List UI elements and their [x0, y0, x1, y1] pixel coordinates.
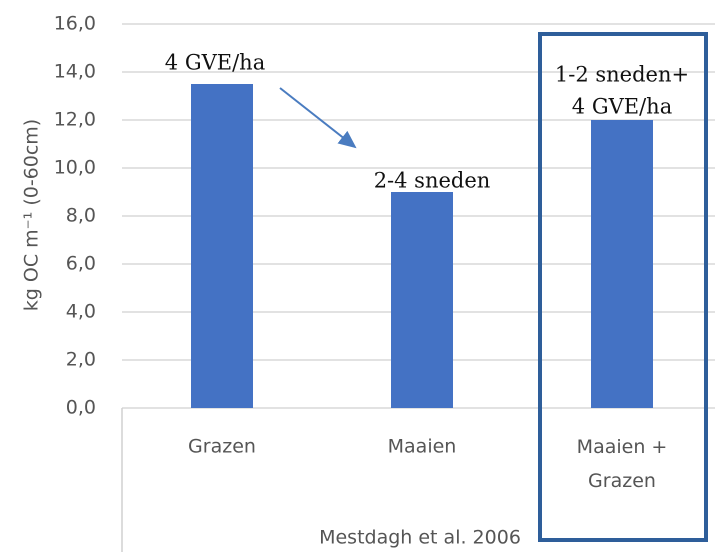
- y-tick-label: 0,0: [66, 397, 96, 419]
- annotation: 1-2 sneden+: [555, 63, 689, 87]
- y-tick-label: 14,0: [54, 61, 96, 83]
- y-tick-label: 4,0: [66, 301, 96, 323]
- highlight-box: [538, 32, 708, 542]
- arrow: [279, 87, 357, 149]
- y-tick-label: 2,0: [66, 349, 96, 371]
- annotation: 2-4 sneden: [374, 169, 491, 193]
- bar: [191, 84, 253, 408]
- y-tick-label: 6,0: [66, 253, 96, 275]
- annotation: 4 GVE/ha: [572, 95, 672, 119]
- y-tick-label: 8,0: [66, 205, 96, 227]
- y-tick-label: 10,0: [54, 157, 96, 179]
- y-axis-label: kg OC m⁻¹ (0-60cm): [21, 119, 43, 311]
- x-axis-label: Mestdagh et al. 2006: [319, 527, 521, 549]
- y-tick-label: 12,0: [54, 109, 96, 131]
- bar: [591, 120, 653, 408]
- x-tick-label: Maaien + Grazen: [577, 436, 668, 492]
- y-tick-label: 16,0: [54, 13, 96, 35]
- x-tick-label: Maaien: [388, 436, 457, 458]
- bar: [391, 192, 453, 408]
- x-tick-label: Grazen: [188, 436, 256, 458]
- annotation: 4 GVE/ha: [165, 51, 265, 75]
